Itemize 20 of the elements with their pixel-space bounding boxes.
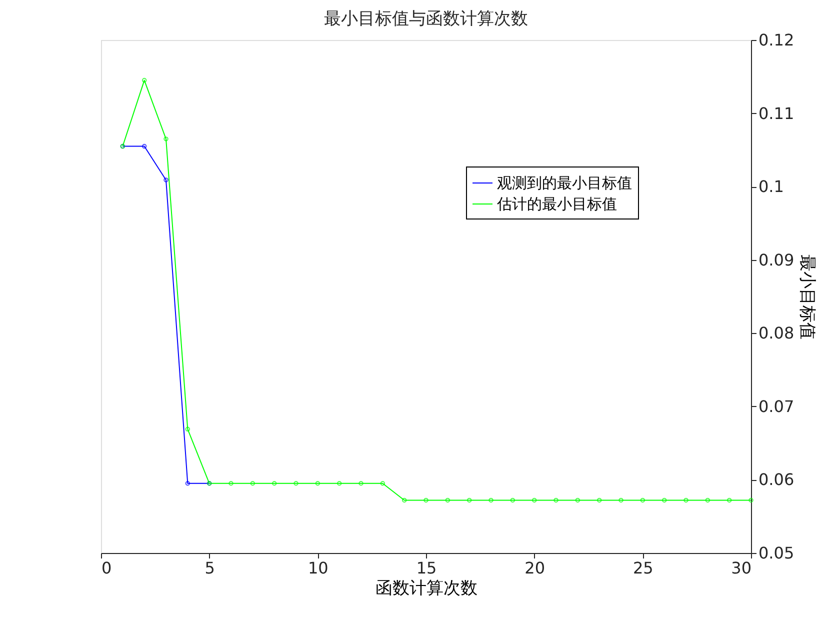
chart-title: 最小目标值与函数计算次数 <box>324 9 528 29</box>
y-tick-label: 0.11 <box>758 104 794 123</box>
y-tick-label: 0.09 <box>758 250 794 270</box>
y-axis-title: 最小目标值 <box>797 254 818 340</box>
x-tick-label: 30 <box>731 558 752 578</box>
y-tick-label: 0.08 <box>758 324 794 343</box>
x-tick-label: 0 <box>102 558 112 578</box>
legend-label: 估计的最小目标值 <box>496 195 617 213</box>
legend-label: 观测到的最小目标值 <box>497 174 632 192</box>
x-tick-label: 20 <box>524 558 546 578</box>
x-tick-label: 5 <box>204 558 215 578</box>
x-tick-label: 10 <box>308 558 328 578</box>
y-tick-label: 0.06 <box>758 470 794 490</box>
y-tick-label: 0.07 <box>758 396 794 416</box>
x-tick-label: 25 <box>632 558 654 578</box>
x-axis-title: 函数计算次数 <box>376 578 478 598</box>
y-tick-label: 0.1 <box>758 177 784 196</box>
x-tick-label: 15 <box>416 558 437 578</box>
y-tick-label: 0.05 <box>758 544 794 562</box>
y-tick-label: 0.12 <box>758 30 794 50</box>
